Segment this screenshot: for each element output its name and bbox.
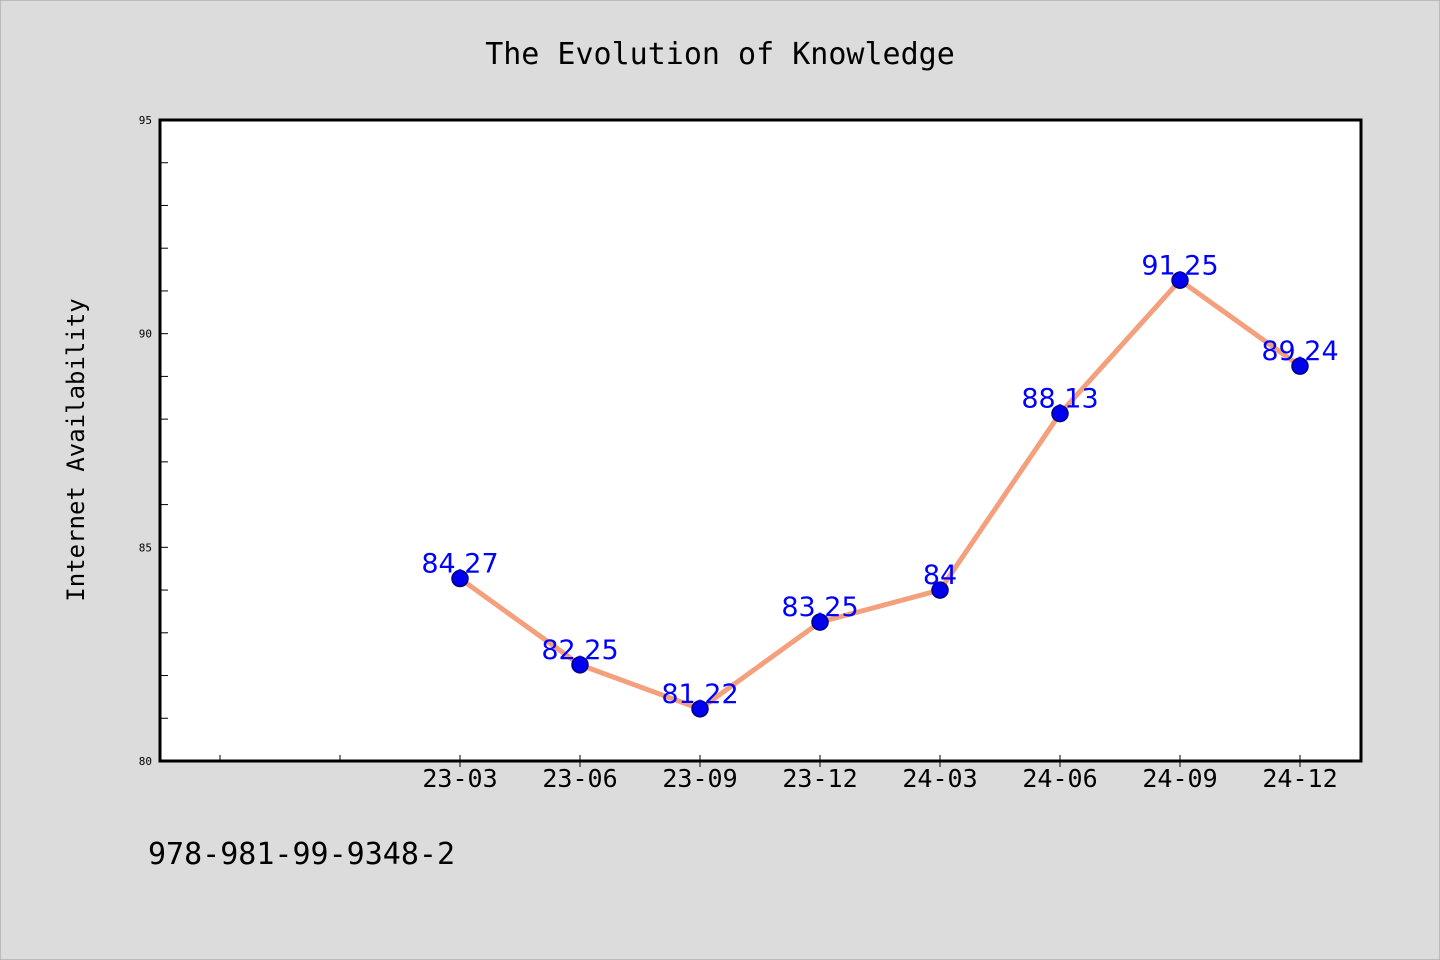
x-tick-label: 23-12	[782, 764, 857, 793]
data-label: 89.24	[1261, 336, 1338, 367]
data-label: 84.27	[421, 549, 498, 580]
x-tick-label: 24-09	[1142, 764, 1217, 793]
series-line-group	[457, 277, 1303, 712]
data-label: 82.25	[541, 635, 618, 666]
x-tick-label: 23-09	[662, 764, 737, 793]
x-axis-ticks: 23-03 23-06 23-09 23-12 24-03 24-06 24-09 24-12	[219, 755, 1338, 793]
data-point-marker	[571, 656, 589, 674]
plot-frame	[158, 118, 1363, 763]
y-tick-label: 85	[139, 541, 152, 554]
data-point-marker	[931, 581, 949, 599]
data-label: 83.25	[781, 592, 858, 623]
data-point-marker	[1171, 271, 1189, 289]
data-point-marker	[811, 613, 829, 631]
data-point-marker	[1051, 404, 1069, 423]
x-tick-label: 24-12	[1262, 764, 1337, 793]
x-tick-label: 23-06	[542, 764, 617, 793]
chart-title: The Evolution of Knowledge	[485, 37, 955, 72]
data-label: 84	[923, 560, 957, 591]
series-line	[457, 277, 1303, 712]
data-labels: 84.27 82.25 81.22 83.25 84 88.13 91.25 89.24	[421, 250, 1338, 710]
y-tick-label: 95	[139, 114, 152, 127]
data-label: 91.25	[1141, 250, 1218, 281]
data-label: 81.22	[661, 679, 738, 710]
data-point-marker	[691, 700, 709, 718]
y-tick-label: 90	[139, 328, 152, 341]
y-axis-label: Internet Availability	[62, 298, 90, 601]
footer-isbn: 978-981-99-9348-2	[148, 837, 455, 872]
plot-area	[160, 120, 1361, 761]
data-point-marker	[1291, 357, 1309, 375]
data-point-marker	[451, 569, 469, 588]
x-tick-label: 24-03	[902, 764, 977, 793]
y-tick-label: 80	[139, 755, 152, 768]
data-label: 88.13	[1021, 384, 1098, 415]
x-tick-label: 24-06	[1022, 764, 1097, 793]
series-markers	[451, 271, 1309, 718]
x-tick-label: 23-03	[422, 764, 497, 793]
